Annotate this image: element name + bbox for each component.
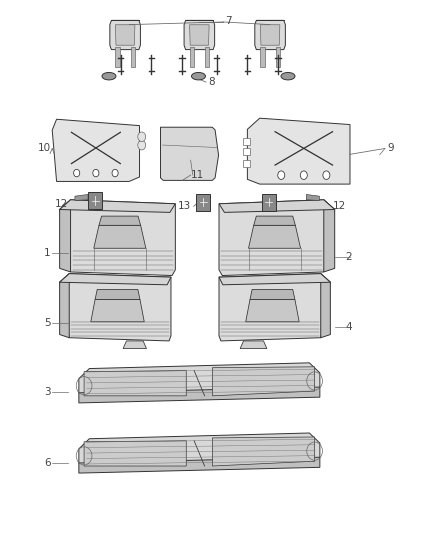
Polygon shape	[123, 341, 146, 349]
Polygon shape	[115, 25, 135, 45]
Polygon shape	[60, 200, 71, 272]
Text: 4: 4	[346, 321, 352, 332]
Ellipse shape	[281, 72, 295, 80]
Polygon shape	[60, 200, 175, 276]
Polygon shape	[247, 118, 350, 184]
Polygon shape	[219, 273, 330, 341]
Text: 5: 5	[44, 318, 51, 328]
Polygon shape	[212, 367, 314, 396]
Polygon shape	[212, 437, 314, 466]
Text: 7: 7	[226, 16, 232, 26]
Polygon shape	[260, 47, 265, 67]
Polygon shape	[240, 341, 267, 349]
Circle shape	[278, 171, 285, 180]
Polygon shape	[95, 289, 140, 300]
Polygon shape	[94, 225, 146, 248]
Text: 12: 12	[55, 199, 68, 209]
Circle shape	[74, 169, 80, 177]
Polygon shape	[115, 47, 120, 67]
Text: 3: 3	[44, 387, 51, 398]
Polygon shape	[255, 20, 286, 50]
Polygon shape	[184, 20, 215, 50]
Bar	[196, 193, 210, 211]
Polygon shape	[79, 387, 320, 403]
Bar	[243, 138, 250, 145]
Polygon shape	[60, 200, 175, 212]
Polygon shape	[248, 225, 300, 248]
Polygon shape	[276, 47, 280, 67]
Polygon shape	[306, 195, 319, 200]
Ellipse shape	[191, 72, 205, 80]
Polygon shape	[254, 216, 295, 225]
Polygon shape	[91, 300, 144, 322]
Polygon shape	[205, 47, 209, 67]
Circle shape	[323, 171, 330, 180]
Polygon shape	[321, 273, 330, 338]
Polygon shape	[246, 300, 299, 322]
Polygon shape	[110, 20, 141, 50]
Bar	[88, 192, 102, 209]
Bar	[243, 148, 250, 155]
Polygon shape	[99, 216, 141, 225]
Polygon shape	[60, 273, 69, 338]
Polygon shape	[324, 200, 335, 272]
Polygon shape	[84, 370, 186, 396]
Ellipse shape	[138, 140, 146, 150]
Polygon shape	[79, 433, 320, 469]
Text: 10: 10	[38, 143, 51, 154]
Text: 12: 12	[332, 201, 346, 212]
Polygon shape	[79, 363, 320, 399]
Polygon shape	[260, 25, 280, 45]
Polygon shape	[190, 25, 209, 45]
Text: 8: 8	[208, 77, 215, 87]
Polygon shape	[60, 273, 171, 285]
Text: 6: 6	[44, 458, 51, 468]
Polygon shape	[219, 200, 335, 212]
Polygon shape	[75, 195, 88, 200]
Ellipse shape	[138, 132, 146, 142]
Polygon shape	[84, 441, 186, 466]
Polygon shape	[60, 273, 171, 341]
Text: 2: 2	[346, 253, 352, 262]
Text: 1: 1	[44, 248, 51, 258]
Circle shape	[93, 169, 99, 177]
Polygon shape	[79, 457, 320, 473]
Bar	[243, 159, 250, 167]
Text: 9: 9	[387, 143, 394, 154]
Bar	[262, 193, 276, 211]
Polygon shape	[52, 119, 140, 181]
Polygon shape	[190, 47, 194, 67]
Ellipse shape	[102, 72, 116, 80]
Text: 13: 13	[177, 201, 191, 212]
Circle shape	[112, 169, 118, 177]
Text: 11: 11	[191, 170, 204, 180]
Polygon shape	[131, 47, 135, 67]
Polygon shape	[250, 289, 295, 300]
Circle shape	[300, 171, 307, 180]
Polygon shape	[160, 127, 219, 180]
Polygon shape	[219, 273, 330, 285]
Polygon shape	[219, 200, 335, 276]
